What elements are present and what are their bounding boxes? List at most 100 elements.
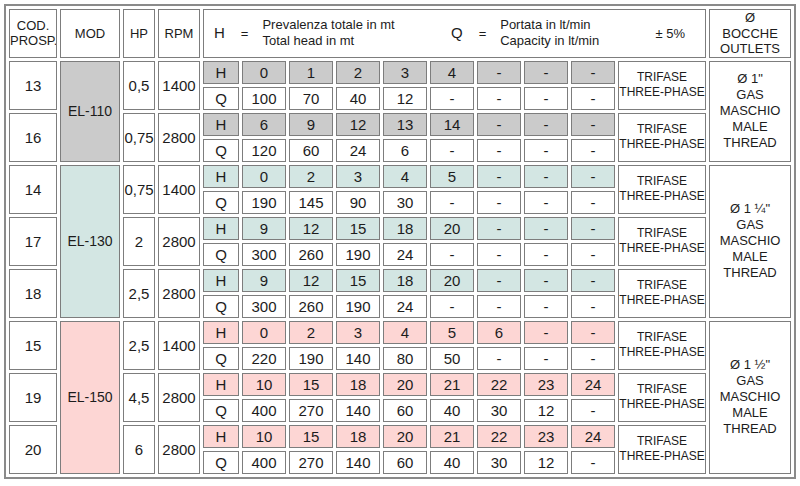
head-label-it: Prevalenza totale in mt [262, 17, 394, 34]
h-row-label: H [203, 373, 239, 396]
phase-line1: TRIFASE [619, 330, 705, 345]
h-value-cell: 13 [383, 113, 427, 136]
outlet-line: THREAD [710, 421, 790, 437]
h-value-cell: 3 [336, 165, 380, 188]
q-value-cell: - [571, 191, 615, 214]
cod-cell: 13 [9, 61, 57, 110]
h-value-cell: 20 [383, 373, 427, 396]
h-value-cell: - [477, 217, 521, 240]
equals-sign: = [241, 26, 249, 42]
phase-line2: THREE-PHASE [619, 449, 705, 464]
q-value-cell: 60 [289, 139, 333, 162]
h-value-cell: 2 [289, 165, 333, 188]
outlet-line: GAS [710, 217, 790, 233]
cod-cell: 14 [9, 165, 57, 214]
q-value-cell: - [477, 191, 521, 214]
rpm-cell: 2800 [158, 425, 200, 474]
q-value-cell: 400 [242, 399, 286, 422]
phase-line1: TRIFASE [619, 278, 705, 293]
hp-cell: 2,5 [123, 269, 155, 318]
q-value-cell: - [571, 451, 615, 474]
model-cell: EL-110 [60, 61, 120, 162]
h-row: 13 EL-110 0,5 1400 H 0 1 2 3 4 - - - TRI… [9, 61, 791, 84]
q-row-label: Q [203, 295, 239, 318]
capacity-labels: Portata in lt/min Capacity in lt/min [500, 17, 599, 51]
h-value-cell: - [571, 61, 615, 84]
q-value-cell: 140 [336, 347, 380, 370]
q-row-label: Q [203, 347, 239, 370]
h-row: 17 2 2800 H 9 12 15 18 20 - - - TRIFASET… [9, 217, 791, 240]
q-value-cell: - [571, 399, 615, 422]
outlet-line: GAS [710, 373, 790, 389]
pump-spec-table: COD.PROSP. MOD HP RPM H = Prevalenza tot… [4, 4, 796, 479]
phase-cell: TRIFASETHREE-PHASE [618, 321, 706, 370]
q-value-cell: 24 [383, 243, 427, 266]
q-value-cell: 140 [336, 451, 380, 474]
h-value-cell: 5 [430, 165, 474, 188]
q-value-cell: - [571, 347, 615, 370]
h-value-cell: 2 [289, 321, 333, 344]
h-value-cell: 12 [336, 113, 380, 136]
rpm-cell: 2800 [158, 373, 200, 422]
h-value-cell: 9 [242, 217, 286, 240]
head-formula: H = Prevalenza totale in mt Total head i… [214, 17, 395, 51]
q-value-cell: - [477, 139, 521, 162]
h-value-cell: 0 [242, 321, 286, 344]
h-row-label: H [203, 425, 239, 448]
h-value-cell: - [524, 321, 568, 344]
outlet-line: MALE [710, 249, 790, 265]
q-value-cell: 6 [383, 139, 427, 162]
h-row: 19 4,5 2800 H 10 15 18 20 21 22 23 24 TR… [9, 373, 791, 396]
h-value-cell: 15 [289, 373, 333, 396]
h-value-cell: - [477, 269, 521, 292]
h-value-cell: - [524, 269, 568, 292]
phase-line1: TRIFASE [619, 70, 705, 85]
h-value-cell: - [524, 61, 568, 84]
phase-cell: TRIFASETHREE-PHASE [618, 61, 706, 110]
q-value-cell: - [571, 243, 615, 266]
h-value-cell: - [477, 165, 521, 188]
cod-line1: COD. [10, 18, 56, 34]
q-value-cell: - [477, 87, 521, 110]
equals-sign: = [479, 26, 487, 42]
h-value-cell: 15 [289, 425, 333, 448]
outlets-line2: BOCCHE [710, 26, 790, 42]
h-row: 20 6 2800 H 10 15 18 20 21 22 23 24 TRIF… [9, 425, 791, 448]
rpm-cell: 1400 [158, 321, 200, 370]
col-header-outlets: ØBOCCHEOUTLETS [709, 9, 791, 58]
head-labels: Prevalenza totale in mt Total head in mt [262, 17, 394, 51]
q-value-cell: 24 [383, 295, 427, 318]
h-row-label: H [203, 321, 239, 344]
h-value-cell: 4 [383, 321, 427, 344]
h-value-cell: 23 [524, 373, 568, 396]
outlet-line: MASCHIO [710, 103, 790, 119]
outlet-line: MASCHIO [710, 389, 790, 405]
h-value-cell: 4 [383, 165, 427, 188]
h-value-cell: 0 [242, 165, 286, 188]
q-value-cell: - [430, 243, 474, 266]
h-value-cell: - [571, 269, 615, 292]
h-value-cell: 18 [336, 373, 380, 396]
q-value-cell: 24 [336, 139, 380, 162]
q-value-cell: 40 [430, 451, 474, 474]
q-value-cell: 145 [289, 191, 333, 214]
h-row-label: H [203, 217, 239, 240]
q-value-cell: 270 [289, 451, 333, 474]
cod-cell: 20 [9, 425, 57, 474]
h-value-cell: 1 [289, 61, 333, 84]
q-value-cell: 30 [477, 399, 521, 422]
q-value-cell: - [477, 347, 521, 370]
h-value-cell: 0 [242, 61, 286, 84]
model-cell: EL-150 [60, 321, 120, 474]
hp-cell: 4,5 [123, 373, 155, 422]
formula-block: H = Prevalenza totale in mt Total head i… [204, 17, 705, 51]
phase-cell: TRIFASETHREE-PHASE [618, 113, 706, 162]
q-value-cell: 260 [289, 295, 333, 318]
h-row-label: H [203, 113, 239, 136]
cod-line2: PROSP. [10, 33, 56, 49]
outlet-line: MALE [710, 119, 790, 135]
outlet-line: MALE [710, 405, 790, 421]
q-value-cell: 70 [289, 87, 333, 110]
phase-line2: THREE-PHASE [619, 85, 705, 100]
q-row-label: Q [203, 399, 239, 422]
